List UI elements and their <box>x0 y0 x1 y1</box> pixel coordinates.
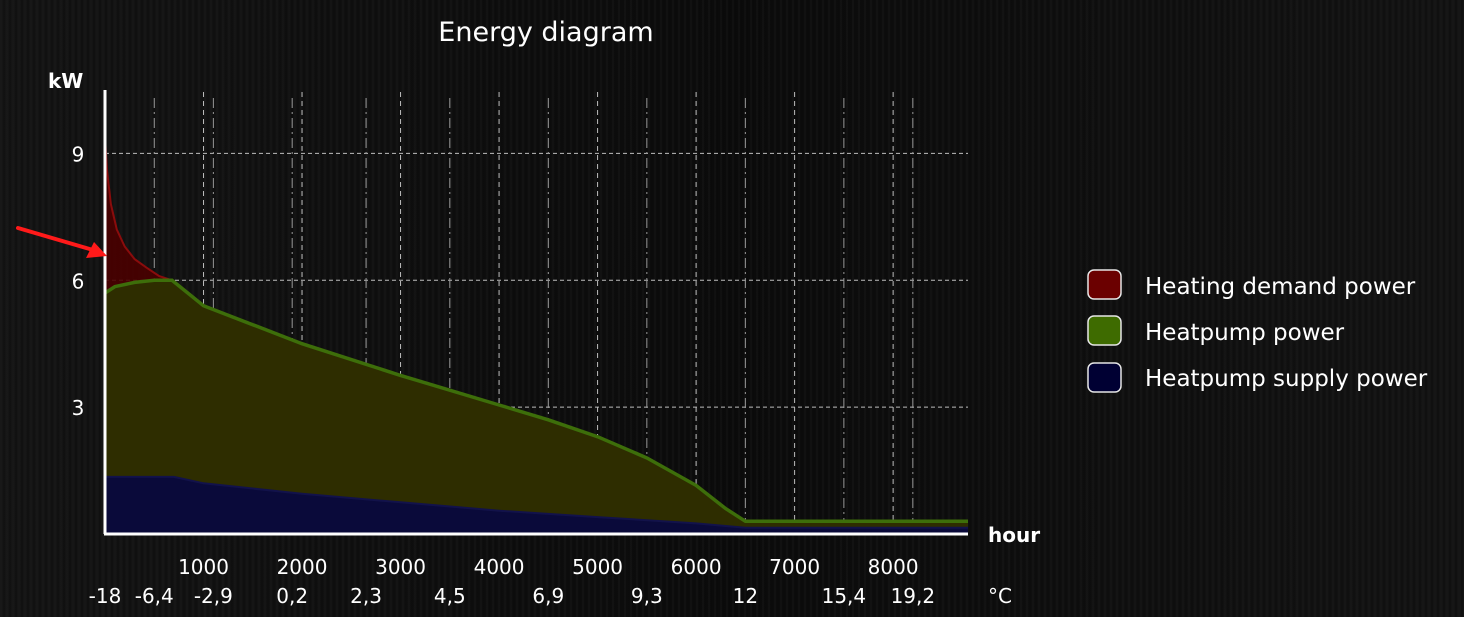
legend-label-heatpump-power: Heatpump power <box>1145 320 1345 346</box>
plot-areas <box>105 136 968 534</box>
temperature-unit-label: °C <box>988 584 1012 608</box>
area-heatpump-supply <box>105 476 968 534</box>
temperature-tick-label: 4,5 <box>434 584 466 608</box>
y-tick-label: 3 <box>72 396 85 420</box>
legend: Heating demand power Heatpump power Heat… <box>1087 269 1428 393</box>
x-axis-label: hour <box>988 523 1040 547</box>
temperature-tick-label: 19,2 <box>891 584 936 608</box>
temperature-tick-label: 15,4 <box>822 584 867 608</box>
legend-item-heating-demand: Heating demand power <box>1087 269 1416 300</box>
legend-item-heatpump-supply: Heatpump supply power <box>1087 362 1428 393</box>
x-tick-label: 5000 <box>572 555 623 579</box>
chart-title: Energy diagram <box>438 17 653 48</box>
area-heatpump-power <box>105 280 968 534</box>
x-tick-label: 6000 <box>671 555 722 579</box>
x-tick-label: 1000 <box>178 555 229 579</box>
temperature-tick-label: -2,9 <box>194 584 233 608</box>
y-tick-label: 9 <box>72 142 85 166</box>
y-axis-label: kW <box>48 69 83 93</box>
legend-swatch-heatpump-supply <box>1087 362 1122 393</box>
x-tick-label: 4000 <box>474 555 525 579</box>
temperature-tick-label: 2,3 <box>350 584 382 608</box>
legend-swatch-heatpump-power <box>1087 315 1122 346</box>
annotation-arrow <box>16 226 107 258</box>
temperature-ticks: -18 -6,4 -2,9 0,2 2,3 4,5 6,9 9,3 12 15,4 19,2 <box>89 584 935 608</box>
line-heatpump-supply <box>105 475 968 529</box>
x-tick-label: 3000 <box>375 555 426 579</box>
legend-label-heatpump-supply: Heatpump supply power <box>1145 366 1428 392</box>
y-tick-label: 6 <box>72 269 85 293</box>
temperature-tick-label: 9,3 <box>631 584 663 608</box>
temperature-tick-label: 0,2 <box>276 584 308 608</box>
legend-label-heating-demand: Heating demand power <box>1145 274 1416 300</box>
plot-lines <box>104 136 968 529</box>
temperature-tick-label: -6,4 <box>135 584 174 608</box>
line-heatpump-power <box>104 278 968 524</box>
x-tick-label: 7000 <box>769 555 820 579</box>
line-heating-demand <box>104 136 173 282</box>
temperature-tick-label: -18 <box>89 584 122 608</box>
temperature-tick-label: 6,9 <box>532 584 564 608</box>
legend-item-heatpump-power: Heatpump power <box>1087 315 1345 346</box>
x-tick-label: 8000 <box>868 555 919 579</box>
x-tick-label: 2000 <box>277 555 328 579</box>
y-ticks: 9 6 3 <box>72 142 85 420</box>
legend-swatch-heating-demand <box>1087 269 1122 300</box>
x-ticks: 1000 2000 3000 4000 5000 6000 7000 8000 <box>178 555 919 579</box>
temperature-tick-label: 12 <box>733 584 758 608</box>
